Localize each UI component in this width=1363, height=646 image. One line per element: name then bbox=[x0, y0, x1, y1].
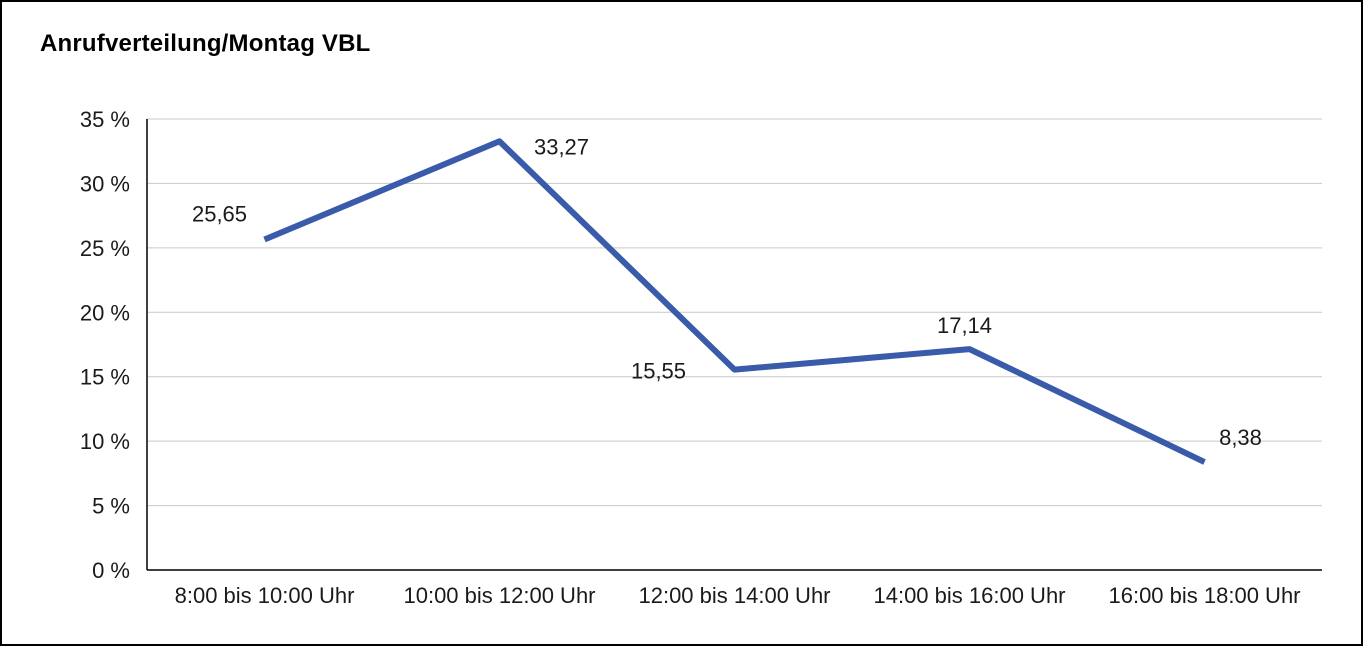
y-axis-tick-labels: 0 % 5 % 10 % 15 % 20 % 25 % 30 % 35 % bbox=[80, 107, 130, 583]
x-tick-label: 12:00 bis 14:00 Uhr bbox=[638, 583, 830, 608]
y-tick-label: 0 % bbox=[92, 558, 130, 583]
y-tick-label: 10 % bbox=[80, 429, 130, 454]
x-tick-label: 14:00 bis 16:00 Uhr bbox=[873, 583, 1065, 608]
data-point-label: 33,27 bbox=[534, 134, 589, 159]
x-axis-tick-labels: 8:00 bis 10:00 Uhr 10:00 bis 12:00 Uhr 12:… bbox=[175, 583, 1301, 608]
chart-title: Anrufverteilung/Montag VBL bbox=[40, 30, 371, 57]
y-tick-label: 25 % bbox=[80, 236, 130, 261]
data-point-label: 8,38 bbox=[1219, 425, 1262, 450]
data-line-series bbox=[263, 138, 1206, 465]
x-tick-label: 16:00 bis 18:00 Uhr bbox=[1108, 583, 1300, 608]
data-point-labels: 25,65 33,27 15,55 17,14 8,38 bbox=[192, 134, 1262, 450]
data-point-label: 15,55 bbox=[631, 359, 686, 384]
x-tick-label: 10:00 bis 12:00 Uhr bbox=[403, 583, 595, 608]
y-tick-label: 20 % bbox=[80, 300, 130, 325]
y-tick-label: 35 % bbox=[80, 107, 130, 132]
y-tick-label: 5 % bbox=[92, 494, 130, 519]
data-point-label: 25,65 bbox=[192, 201, 247, 226]
x-tick-label: 8:00 bis 10:00 Uhr bbox=[175, 583, 355, 608]
y-tick-label: 15 % bbox=[80, 365, 130, 390]
axes bbox=[146, 119, 1322, 571]
gridlines bbox=[147, 118, 1322, 507]
data-point-label: 17,14 bbox=[937, 313, 992, 338]
y-tick-label: 30 % bbox=[80, 171, 130, 196]
